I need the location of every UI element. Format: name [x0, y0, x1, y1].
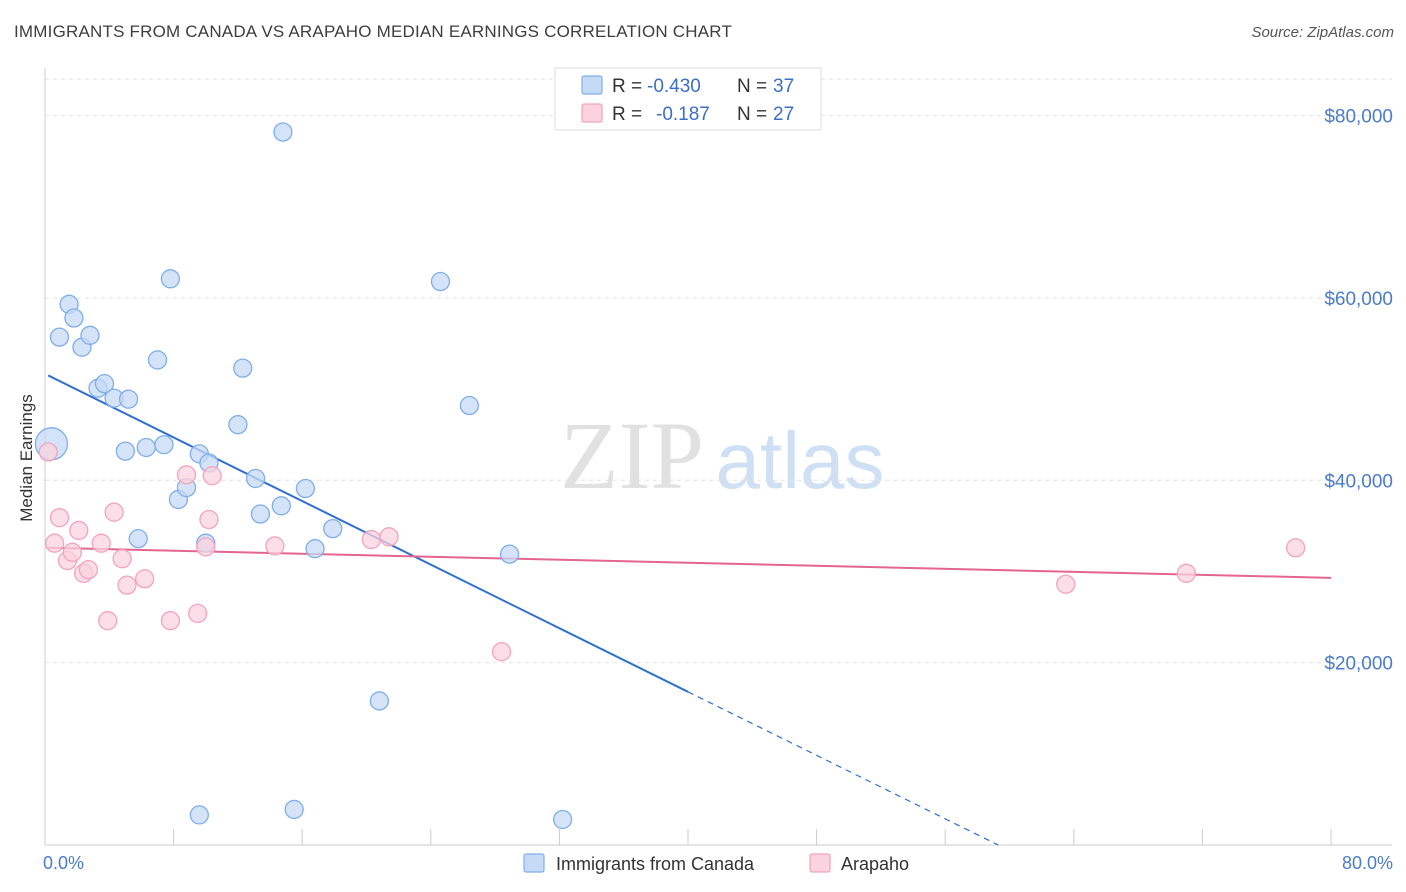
point-canada-24: [250, 504, 271, 524]
point-canada-25: [271, 496, 291, 516]
point-arapaho-13: [135, 569, 155, 589]
point-canada-3: [64, 308, 84, 328]
legend-swatch-canada: [581, 75, 603, 95]
point-arapaho-21: [361, 529, 381, 550]
point-arapaho-25: [1176, 563, 1196, 583]
tick-labels: $20,000 $40,000 $60,000 $80,000 0.0% 80.0%: [43, 107, 1393, 873]
point-canada-32: [499, 544, 520, 564]
point-arapaho-18: [199, 509, 219, 530]
point-canada-29: [273, 122, 293, 142]
bottom-legend: Immigrants from Canada Arapaho: [523, 853, 909, 874]
watermark-atlas: atlas: [716, 416, 885, 505]
point-arapaho-8: [91, 533, 111, 553]
point-canada-34: [189, 805, 209, 825]
point-canada-13: [154, 435, 174, 455]
legend-r-value-canada: -0.430: [647, 76, 701, 97]
point-canada-7: [94, 373, 115, 394]
point-canada-9: [118, 389, 139, 409]
bottom-legend-label-arapaho: Arapaho: [841, 854, 909, 874]
point-arapaho-22: [379, 527, 399, 547]
point-arapaho-15: [176, 465, 197, 485]
trend-line-arapaho: [48, 546, 1332, 579]
point-arapaho-16: [188, 603, 208, 624]
point-canada-30: [430, 271, 451, 292]
point-arapaho-11: [112, 549, 132, 569]
point-arapaho-19: [202, 466, 222, 486]
point-canada-14: [160, 269, 181, 289]
point-arapaho-12: [117, 575, 137, 595]
legend-r-value-arapaho: -0.187: [656, 104, 710, 125]
point-canada-11: [147, 350, 168, 370]
point-arapaho-26: [1285, 538, 1306, 558]
bottom-legend-swatch-canada: [523, 853, 545, 873]
legend-n-value-arapaho: 27: [773, 104, 794, 125]
point-canada-27: [305, 539, 325, 559]
y-tick-label-20000: $20,000: [1324, 654, 1393, 675]
point-arapaho-5: [69, 520, 89, 541]
trend-line-canada-extension: [687, 691, 999, 846]
point-arapaho-17: [196, 537, 216, 557]
legend-r-label-arapaho: R =: [612, 104, 642, 125]
legend-box: R = -0.430 N = 37 R = -0.187 N = 27: [554, 67, 822, 131]
point-canada-21: [228, 415, 248, 435]
watermark-zip: ZIP: [560, 402, 704, 509]
point-canada-31: [459, 395, 480, 416]
point-arapaho-14: [160, 611, 181, 631]
point-canada-28: [323, 518, 343, 539]
legend-n-value-canada: 37: [773, 76, 794, 97]
point-canada-19: [128, 528, 148, 549]
legend-r-label-canada: R =: [612, 76, 642, 97]
point-canada-23: [245, 468, 266, 489]
y-tick-label-80000: $80,000: [1324, 107, 1393, 128]
point-arapaho-7: [78, 559, 99, 580]
y-axis-label: Median Earnings: [17, 394, 36, 522]
point-canada-10: [115, 441, 136, 461]
point-arapaho-1: [44, 533, 65, 553]
point-arapaho-10: [104, 502, 124, 522]
point-arapaho-4: [62, 542, 82, 562]
point-arapaho-2: [49, 508, 70, 528]
point-canada-36: [552, 809, 573, 830]
bottom-legend-swatch-arapaho: [809, 853, 831, 873]
legend-n-label-canada: N =: [737, 76, 767, 97]
point-canada-12: [136, 437, 156, 458]
point-arapaho-20: [265, 536, 285, 556]
point-canada-26: [295, 478, 316, 499]
scatter-points: [34, 122, 1306, 830]
point-arapaho-24: [1056, 574, 1076, 594]
point-arapaho-9: [98, 611, 118, 631]
point-arapaho-23: [491, 642, 512, 662]
bottom-legend-label-canada: Immigrants from Canada: [556, 854, 755, 874]
chart-title: IMMIGRANTS FROM CANADA VS ARAPAHO MEDIAN…: [14, 22, 733, 41]
point-canada-5: [80, 325, 100, 345]
y-tick-label-40000: $40,000: [1324, 471, 1393, 492]
x-tick-label-end: 80.0%: [1342, 853, 1393, 873]
point-canada-33: [369, 691, 390, 711]
legend-swatch-arapaho: [581, 103, 603, 123]
y-tick-label-60000: $60,000: [1324, 289, 1393, 310]
point-canada-22: [233, 358, 253, 378]
point-canada-35: [284, 799, 304, 820]
chart-source: Source: ZipAtlas.com: [1251, 24, 1394, 41]
point-arapaho-0: [38, 442, 58, 462]
legend-n-label-arapaho: N =: [737, 104, 767, 125]
point-canada-2: [49, 327, 70, 347]
x-tick-label-start: 0.0%: [43, 853, 84, 873]
